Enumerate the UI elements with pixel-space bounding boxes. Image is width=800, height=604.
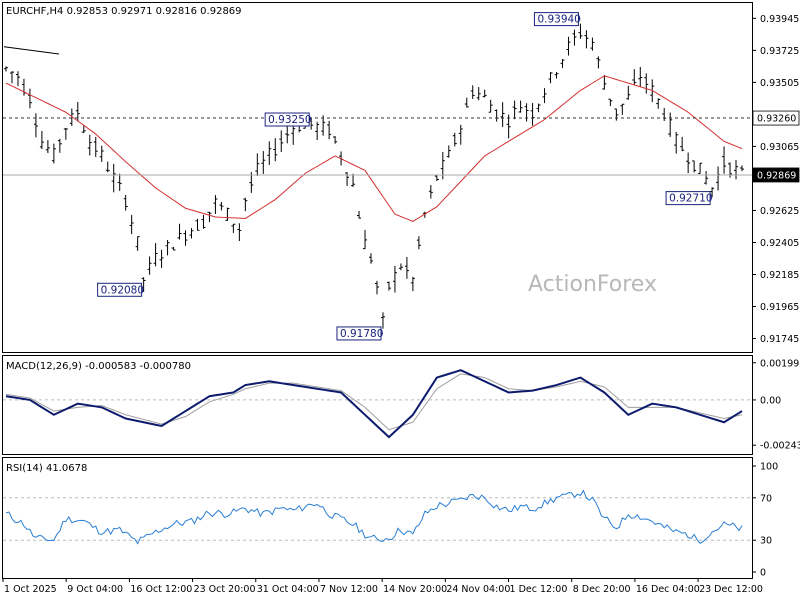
swing-label-box <box>264 112 310 127</box>
swing-label: 0.92710 <box>665 191 713 206</box>
chart-header: EURCHF,H4 0.92853 0.92971 0.92816 0.9286… <box>6 6 242 17</box>
x-tick-label: 7 Nov 12:00 <box>320 584 378 595</box>
macd-indicator-label: MACD(12,26,9) -0.000583 -0.000780 <box>6 361 191 372</box>
swing-label-text: 0.93250 <box>268 114 311 126</box>
x-tick-label: 9 Oct 04:00 <box>67 584 123 595</box>
swing-label: 0.92080 <box>97 282 144 297</box>
rsi-y-tick-label: 100 <box>760 462 778 473</box>
y-tick-label: 0.93945 <box>760 14 799 25</box>
x-tick-label: 1 Oct 2025 <box>4 584 57 595</box>
trend-line <box>3 46 60 55</box>
x-tick-label: 24 Nov 04:00 <box>446 584 510 595</box>
rsi-layer <box>3 489 752 545</box>
swing-label: 0.93250 <box>264 112 312 127</box>
rsi-y-tick-label: 30 <box>760 536 772 547</box>
y-tick-label: 0.92405 <box>760 238 799 249</box>
swing-label-box <box>665 191 711 206</box>
rsi-line <box>5 489 743 545</box>
macd-layer <box>3 369 752 439</box>
main-panel-frame <box>2 2 753 353</box>
macd-y-tick-label: 0.00 <box>760 395 781 406</box>
watermark: ActionForex <box>528 272 657 297</box>
current-price-tag: 0.92869 <box>752 167 800 183</box>
y-tick-label: 0.92625 <box>760 206 799 217</box>
y-tick-label: 0.92185 <box>760 270 799 281</box>
x-tick-label: 23 Dec 12:00 <box>699 584 763 595</box>
price-bars <box>4 23 744 329</box>
current-price-tag-box <box>752 167 800 183</box>
swing-label-text: 0.91780 <box>340 328 383 340</box>
y-tick-label: 0.91745 <box>760 334 799 345</box>
rsi-y-tick-label: 70 <box>760 493 772 504</box>
resistance-value-tag-box <box>752 110 800 126</box>
x-tick-label: 31 Oct 04:00 <box>257 584 319 595</box>
y-tick-label: 0.93725 <box>760 46 799 57</box>
macd-y-tick-label: 0.001998 <box>760 358 800 369</box>
y-tick-label: 0.93505 <box>760 78 799 89</box>
macd-line <box>5 369 743 439</box>
axis-layer: 0.93945 0.93725 0.93505 0.93065 0.92625 0.924… <box>2 14 800 595</box>
swing-label-box <box>336 326 382 341</box>
macd-signal-line <box>5 373 743 431</box>
swing-label-text: 0.92080 <box>101 284 144 296</box>
x-tick-label: 1 Dec 12:00 <box>510 584 568 595</box>
swing-label: 0.93940 <box>533 12 581 27</box>
x-tick-label: 16 Oct 12:00 <box>130 584 192 595</box>
resistance-value-tag: 0.93260 <box>752 110 800 126</box>
main-price-layer: 0.93940 0.93250 0.92710 0.92080 0.91780 <box>3 12 752 341</box>
swing-label-box <box>97 282 143 297</box>
swing-label-box <box>533 12 579 27</box>
x-tick-label: 14 Nov 20:00 <box>383 584 447 595</box>
macd-y-tick-label: -0.002434 <box>760 441 800 452</box>
rsi-y-tick-label: 0 <box>760 568 766 579</box>
rsi-panel-frame <box>2 457 753 579</box>
rsi-indicator-label: RSI(14) 41.0678 <box>6 463 87 474</box>
swing-label-text: 0.93940 <box>537 14 580 26</box>
macd-panel-frame <box>2 355 753 455</box>
resistance-value-tag-text: 0.93260 <box>757 114 796 125</box>
y-tick-label: 0.91965 <box>760 302 799 313</box>
x-tick-label: 23 Oct 20:00 <box>194 584 256 595</box>
x-tick-label: 16 Dec 04:00 <box>636 584 700 595</box>
moving-average-line <box>5 75 743 222</box>
swing-label: 0.91780 <box>336 326 383 341</box>
y-tick-label: 0.93065 <box>760 142 799 153</box>
x-tick-label: 8 Dec 20:00 <box>573 584 631 595</box>
current-price-tag-text: 0.92869 <box>757 170 796 181</box>
swing-label-text: 0.92710 <box>669 193 712 205</box>
